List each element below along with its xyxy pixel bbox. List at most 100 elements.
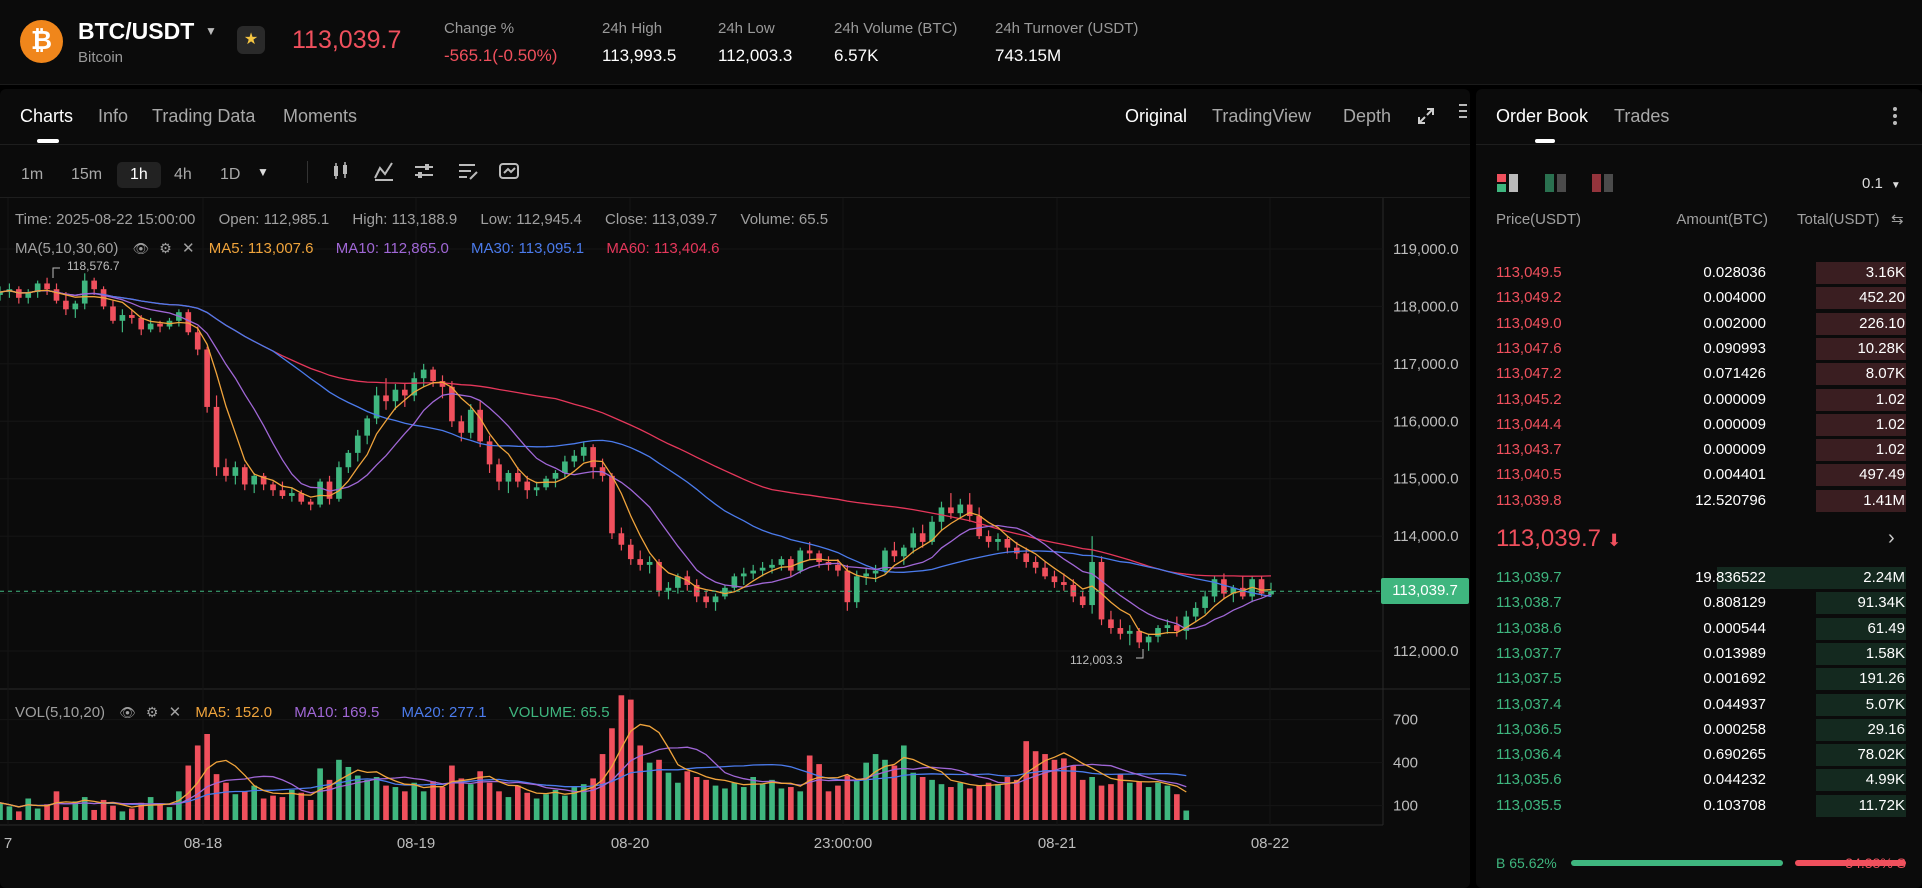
chevron-down-icon: ▼ <box>1890 180 1901 191</box>
row-total: 10.28K <box>1857 339 1905 357</box>
ask-row[interactable]: 113,045.2 0.000009 1.02 <box>1496 388 1906 413</box>
more-vertical-icon[interactable] <box>1892 106 1898 126</box>
arrow-down-icon: ⬇ <box>1607 531 1622 550</box>
candle-body <box>477 409 483 442</box>
volume-bar <box>835 785 841 820</box>
price-chart[interactable]: 119,000.0 118,000.0 117,000.0 116,000.0 115,… <box>0 198 1470 860</box>
ask-row[interactable]: 113,040.5 0.004401 497.49 <box>1496 463 1906 488</box>
vol-ma20-line <box>0 763 1187 808</box>
ask-row[interactable]: 113,044.4 0.000009 1.02 <box>1496 413 1906 438</box>
volume-bar <box>128 808 135 820</box>
chart-snapshot-icon[interactable] <box>498 160 520 182</box>
ask-row[interactable]: 113,047.2 0.071426 8.07K <box>1496 362 1906 387</box>
candlestick-type-icon[interactable] <box>330 160 352 182</box>
bid-row[interactable]: 113,036.4 0.690265 78.02K <box>1496 743 1906 768</box>
close-icon[interactable]: ✕ <box>168 704 182 721</box>
chevron-right-icon[interactable]: › <box>1888 527 1895 549</box>
interval-1h[interactable]: 1h <box>117 162 161 188</box>
interval-15m[interactable]: 15m <box>71 166 103 183</box>
pair-symbol[interactable]: BTC/USDT <box>78 18 195 44</box>
volume-bar <box>891 765 898 820</box>
close-icon[interactable]: ✕ <box>181 240 195 257</box>
ask-row[interactable]: 113,047.6 0.090993 10.28K <box>1496 337 1906 362</box>
row-price: 113,044.4 <box>1496 415 1562 433</box>
sort-icon[interactable]: ⇆ <box>1891 211 1904 228</box>
interval-dropdown-icon[interactable]: ▼ <box>257 165 269 179</box>
drawing-tools-icon[interactable] <box>457 160 479 182</box>
bid-row[interactable]: 113,038.6 0.000544 61.49 <box>1496 617 1906 642</box>
bid-row[interactable]: 113,038.7 0.808129 91.34K <box>1496 591 1906 616</box>
candle-body <box>128 315 135 318</box>
vol-ma5-line <box>0 723 1187 808</box>
volume-bar <box>430 781 436 820</box>
tab-tradingview[interactable]: TradingView <box>1212 106 1312 126</box>
volume-bar <box>769 779 775 820</box>
tab-original[interactable]: Original <box>1125 106 1188 126</box>
bid-row[interactable]: 113,037.7 0.013989 1.58K <box>1496 642 1906 667</box>
candle-body <box>693 584 700 597</box>
interval-4h[interactable]: 4h <box>174 166 192 183</box>
book-both-view-icon[interactable] <box>1496 172 1522 194</box>
candle-body <box>157 323 163 327</box>
ask-row[interactable]: 113,043.7 0.000009 1.02 <box>1496 438 1906 463</box>
tab-depth[interactable]: Depth <box>1343 106 1392 126</box>
bid-row[interactable]: 113,036.5 0.000258 29.16 <box>1496 718 1906 743</box>
candle-body <box>769 564 775 568</box>
row-price: 113,049.5 <box>1496 264 1562 281</box>
candle-body <box>138 317 145 330</box>
volume-bar <box>1117 774 1124 820</box>
interval-1m[interactable]: 1m <box>21 166 44 183</box>
volume-bar <box>1070 765 1077 820</box>
row-amount: 0.090993 <box>1703 339 1766 357</box>
volume-bar <box>844 775 851 820</box>
depth-bar <box>1815 489 1906 512</box>
tab-charts[interactable]: Charts <box>20 106 74 126</box>
row-amount: 0.071426 <box>1703 365 1766 383</box>
volume-bar <box>1183 810 1190 820</box>
row-total: 452.20 <box>1859 289 1905 307</box>
expand-icon[interactable] <box>1416 106 1436 126</box>
eye-icon[interactable]: 👁 <box>119 705 136 720</box>
ask-row[interactable]: 113,049.5 0.028036 3.16K <box>1496 261 1906 286</box>
time-tick-label: 08-19 <box>397 835 435 852</box>
volume-bar <box>872 754 879 820</box>
ask-row[interactable]: 113,049.0 0.002000 226.10 <box>1496 312 1906 337</box>
tab-trading-data[interactable]: Trading Data <box>152 106 256 126</box>
tab-info[interactable]: Info <box>98 106 129 126</box>
ask-row[interactable]: 113,049.2 0.004000 452.20 <box>1496 286 1906 311</box>
volume-bar <box>759 784 766 820</box>
bid-row[interactable]: 113,037.5 0.001692 191.26 <box>1496 667 1906 692</box>
stat-24h-high: 24h High 113,993.5 <box>602 20 676 66</box>
candle-body <box>1155 628 1161 637</box>
settings-sliders-icon[interactable] <box>413 160 435 182</box>
bid-row[interactable]: 113,037.4 0.044937 5.07K <box>1496 693 1906 718</box>
more-vertical-icon[interactable] <box>1459 103 1467 121</box>
volume-bar <box>646 762 653 820</box>
book-asks-view-icon[interactable] <box>1591 172 1617 194</box>
tab-moments[interactable]: Moments <box>283 106 358 126</box>
bid-row[interactable]: 113,039.7 19.836522 2.24M <box>1496 566 1906 591</box>
tab-order-book[interactable]: Order Book <box>1496 106 1589 126</box>
ohlc-time: Time: 2025-08-22 15:00:00 <box>15 211 196 228</box>
bitcoin-icon: ₿ <box>20 20 63 63</box>
depth-bar <box>1815 413 1906 436</box>
bid-row[interactable]: 113,035.5 0.103708 11.72K <box>1496 794 1906 819</box>
ask-row[interactable]: 113,039.8 12.520796 1.41M <box>1496 489 1906 514</box>
gear-icon[interactable]: ⚙ <box>159 240 172 256</box>
eye-icon[interactable]: 👁 <box>132 241 150 256</box>
bid-row[interactable]: 113,035.6 0.044232 4.99K <box>1496 768 1906 793</box>
tab-trades[interactable]: Trades <box>1614 106 1670 126</box>
precision-select[interactable]: 0.1 ▼ <box>1862 175 1901 192</box>
favorite-star-button[interactable]: ★ <box>237 26 265 54</box>
indicators-icon[interactable] <box>373 160 395 182</box>
candle-body <box>844 570 851 603</box>
book-bids-view-icon[interactable] <box>1544 172 1570 194</box>
interval-1d[interactable]: 1D <box>220 166 241 183</box>
depth-bar <box>1815 388 1906 411</box>
volume-bar <box>1126 782 1133 820</box>
chevron-down-icon[interactable]: ▼ <box>205 24 217 38</box>
volume-bar <box>364 779 371 820</box>
volume-bar <box>788 787 794 820</box>
volume-bar <box>1108 784 1114 820</box>
gear-icon[interactable]: ⚙ <box>145 704 159 720</box>
